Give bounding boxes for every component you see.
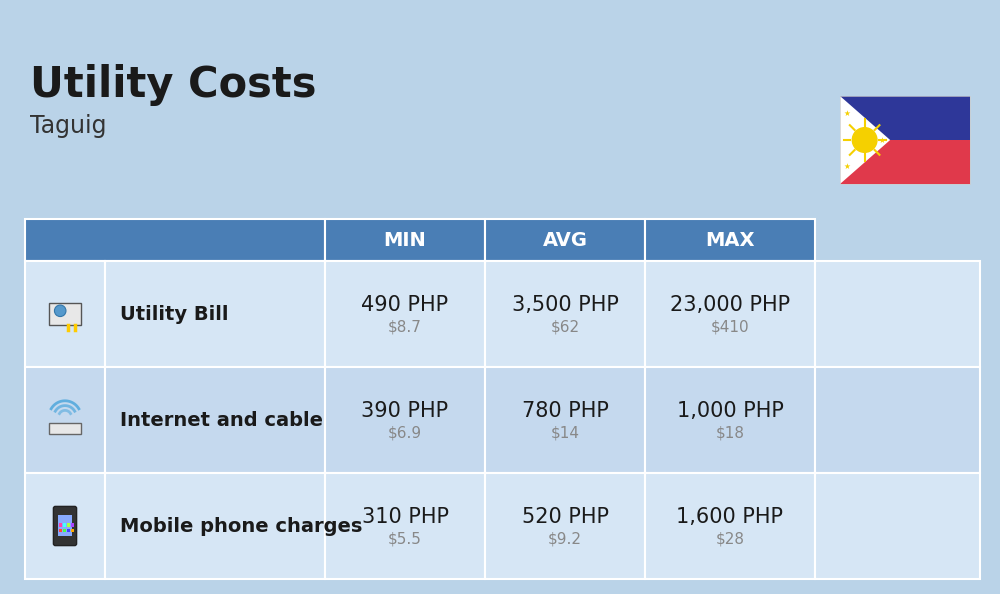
Bar xyxy=(325,473,485,579)
Bar xyxy=(49,303,81,325)
Bar xyxy=(25,367,105,473)
Text: 3,500 PHP: 3,500 PHP xyxy=(512,295,618,315)
Circle shape xyxy=(852,128,877,152)
Bar xyxy=(645,219,815,261)
Polygon shape xyxy=(840,96,970,140)
Bar xyxy=(71,529,74,532)
Text: MAX: MAX xyxy=(705,230,755,249)
Bar xyxy=(25,219,325,261)
Text: 520 PHP: 520 PHP xyxy=(522,507,608,527)
Bar xyxy=(840,96,970,184)
Bar xyxy=(485,367,645,473)
Text: 780 PHP: 780 PHP xyxy=(522,401,608,421)
Bar xyxy=(25,261,105,367)
Polygon shape xyxy=(840,96,890,184)
Bar xyxy=(25,473,105,579)
Bar xyxy=(59,523,62,527)
Bar xyxy=(105,367,325,473)
Bar xyxy=(67,523,70,527)
Text: $5.5: $5.5 xyxy=(388,532,422,546)
Text: 390 PHP: 390 PHP xyxy=(361,401,449,421)
Text: $14: $14 xyxy=(550,425,580,441)
Bar xyxy=(645,261,815,367)
Text: Mobile phone charges: Mobile phone charges xyxy=(120,517,362,536)
Bar xyxy=(58,515,72,536)
Bar xyxy=(325,367,485,473)
Text: ★: ★ xyxy=(844,109,850,118)
Text: $28: $28 xyxy=(716,532,744,546)
Bar xyxy=(325,219,485,261)
Circle shape xyxy=(54,305,66,317)
Text: $18: $18 xyxy=(716,425,744,441)
Bar xyxy=(59,529,62,532)
Bar xyxy=(67,529,70,532)
Bar xyxy=(49,423,81,434)
Bar xyxy=(325,261,485,367)
Text: $410: $410 xyxy=(711,320,749,334)
Bar xyxy=(485,219,645,261)
Text: 1,000 PHP: 1,000 PHP xyxy=(677,401,783,421)
Polygon shape xyxy=(840,140,970,184)
Text: 1,600 PHP: 1,600 PHP xyxy=(676,507,784,527)
Text: AVG: AVG xyxy=(542,230,588,249)
Text: $8.7: $8.7 xyxy=(388,320,422,334)
Text: Internet and cable: Internet and cable xyxy=(120,410,323,429)
Bar xyxy=(645,367,815,473)
Text: Utility Costs: Utility Costs xyxy=(30,64,316,106)
Text: $6.9: $6.9 xyxy=(388,425,422,441)
Text: 490 PHP: 490 PHP xyxy=(361,295,449,315)
Text: $62: $62 xyxy=(550,320,580,334)
Text: ★: ★ xyxy=(879,135,886,144)
Text: $9.2: $9.2 xyxy=(548,532,582,546)
Text: 310 PHP: 310 PHP xyxy=(362,507,448,527)
Bar xyxy=(63,529,66,532)
Bar xyxy=(71,523,74,527)
Bar xyxy=(105,473,325,579)
Text: Taguig: Taguig xyxy=(30,114,106,138)
Bar xyxy=(815,261,980,367)
Bar xyxy=(815,367,980,473)
FancyBboxPatch shape xyxy=(53,507,77,546)
Bar xyxy=(645,473,815,579)
Bar xyxy=(485,473,645,579)
Text: ★: ★ xyxy=(844,162,850,171)
Bar xyxy=(485,261,645,367)
Text: 23,000 PHP: 23,000 PHP xyxy=(670,295,790,315)
Bar xyxy=(105,261,325,367)
Bar xyxy=(63,523,66,527)
Text: Utility Bill: Utility Bill xyxy=(120,305,228,324)
Bar xyxy=(815,473,980,579)
Text: MIN: MIN xyxy=(384,230,426,249)
